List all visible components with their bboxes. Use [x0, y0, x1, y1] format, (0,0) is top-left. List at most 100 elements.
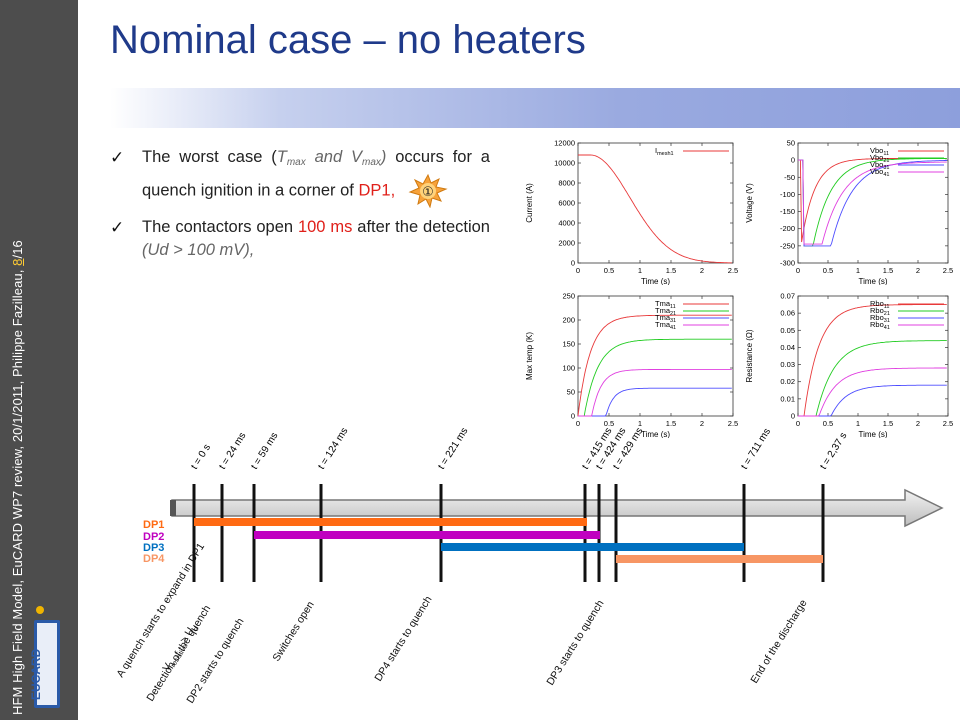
- bullet-list: ✓ The worst case (Tmax and Vmax) occurs …: [110, 146, 490, 270]
- series-line: [798, 304, 947, 417]
- event-switches: Switches open: [270, 599, 316, 663]
- y-tick-label: -200: [780, 224, 795, 233]
- y-tick-label: 50: [787, 139, 795, 148]
- plot-frame: [577, 142, 734, 264]
- y-tick-label: 0: [571, 259, 575, 268]
- sidebar: HFM High Field Model, EuCARD WP7 review,…: [0, 0, 78, 720]
- dp4-label: DP4: [143, 553, 165, 565]
- time-marker-label: t = 711 ms: [739, 427, 773, 472]
- x-tick-label: 1.5: [883, 266, 893, 275]
- y-tick-label: 2000: [558, 239, 575, 248]
- bullet-contactors: ✓ The contactors open 100 ms after the d…: [110, 216, 490, 262]
- x-tick-label: 1: [638, 419, 642, 428]
- y-tick-label: 50: [567, 388, 575, 397]
- page-number[interactable]: 8: [10, 258, 25, 266]
- bullet2-condition: (Ud > 100 mV),: [142, 241, 255, 259]
- x-tick-label: 1: [856, 266, 860, 275]
- time-marker-label: t = 0 s: [189, 442, 213, 471]
- bullet2-text: The contactors open: [142, 218, 298, 236]
- bullet2-ms: 100 ms: [297, 218, 353, 236]
- y-tick-label: 0.07: [780, 292, 795, 301]
- x-tick-label: 0: [576, 266, 580, 275]
- checkmark-icon: ✓: [110, 148, 125, 167]
- legend-label: Tma11: [655, 299, 676, 310]
- y-axis-label: Max temp (K): [525, 332, 534, 380]
- y-tick-label: -150: [780, 207, 795, 216]
- plot-current: 0 0.5 1 1.5 2 2.5 0 2000 4000 6000 8000 10000 12000 T…: [525, 139, 738, 286]
- dp-quench-bar: [616, 555, 823, 563]
- time-marker-label: t = 59 ms: [249, 431, 280, 472]
- series-line: [798, 340, 947, 417]
- y-tick-label: 12000: [554, 139, 575, 148]
- time-marker-label: t = 124 ms: [316, 426, 350, 472]
- x-axis-label: Time (s): [858, 277, 887, 285]
- page-total: /16: [10, 240, 25, 259]
- legend-label: Vbo41: [870, 167, 889, 178]
- legend-label: Rbo41: [870, 320, 890, 331]
- y-tick-label: 4000: [558, 219, 575, 228]
- x-tick-label: 0: [796, 266, 800, 275]
- plot-resistance: 0 0.5 1 1.5 2 2.5 0 0.01 0.02 0.03 0.04 0.05 0.06 0.0…: [745, 292, 953, 439]
- x-tick-label: 1.5: [666, 419, 676, 428]
- plot-voltage: 0 0.5 1 1.5 2 2.5 -300 -250 -200 -150 -100 -50 0 50 Ti…: [745, 139, 953, 286]
- bullet1-text-2: occurs for a quench ignition in a corner…: [142, 148, 490, 200]
- y-tick-label: 100: [562, 364, 575, 373]
- legend-label: Vbo11: [870, 146, 889, 157]
- x-tick-label: 2.5: [943, 266, 953, 275]
- x-tick-label: 2: [916, 266, 920, 275]
- x-tick-label: 2: [916, 419, 920, 428]
- y-tick-label: 0: [791, 156, 795, 165]
- dp-quench-bar: [441, 543, 744, 551]
- y-tick-label: -100: [780, 190, 795, 199]
- time-marker-label: t = 221 ms: [436, 426, 470, 472]
- x-tick-label: 0: [576, 419, 580, 428]
- y-tick-label: 0: [571, 412, 575, 421]
- series-line: [578, 154, 732, 264]
- dp2-label: DP2: [143, 531, 164, 543]
- time-marker-label: t = 2,37 s: [818, 431, 849, 472]
- bullet1-dp1: DP1,: [358, 181, 396, 200]
- x-tick-label: 2: [700, 419, 704, 428]
- x-tick-label: 1: [638, 266, 642, 275]
- series-line: [578, 387, 732, 417]
- bullet1-text: The worst case (: [142, 148, 277, 166]
- legend-label: Rbo21: [870, 306, 890, 317]
- y-axis-label: Voltage (V): [745, 183, 754, 223]
- x-tick-label: 0: [796, 419, 800, 428]
- series-line: [798, 384, 947, 417]
- series-line: [798, 159, 947, 247]
- legend-label: Rbo31: [870, 313, 890, 324]
- x-tick-label: 0.5: [604, 419, 614, 428]
- bullet-worst-case: ✓ The worst case (Tmax and Vmax) occurs …: [110, 146, 490, 208]
- y-tick-label: 0: [791, 412, 795, 421]
- y-axis-label: Current (A): [525, 183, 534, 223]
- series-line: [798, 367, 947, 417]
- legend-label: Tma41: [655, 320, 676, 331]
- x-axis-label: Time (s): [641, 277, 670, 285]
- x-tick-label: 0.5: [823, 419, 833, 428]
- y-tick-label: -250: [780, 241, 795, 250]
- y-tick-label: -50: [784, 173, 795, 182]
- x-tick-label: 1.5: [666, 266, 676, 275]
- legend-label: Vbo21: [870, 153, 889, 164]
- y-tick-label: 150: [562, 340, 575, 349]
- sun-number: ①: [422, 185, 434, 200]
- y-tick-label: 8000: [558, 179, 575, 188]
- dp-quench-bar: [194, 518, 587, 526]
- tmax-symbol: Tmax and Vmax: [276, 148, 381, 168]
- title-band: [110, 88, 960, 128]
- series-line: [578, 368, 732, 417]
- series-line: [578, 338, 732, 417]
- sun-icon: ①: [408, 174, 448, 208]
- bullet1-paren: ): [380, 148, 387, 166]
- y-tick-label: 10000: [554, 159, 575, 168]
- legend-label: Tma31: [655, 313, 676, 324]
- event-dp3: DP3 starts to quench: [544, 598, 606, 688]
- legend-label: Vbo31: [870, 160, 889, 171]
- eucard-logo: EUCARD: [30, 606, 60, 708]
- y-tick-label: -300: [780, 259, 795, 268]
- logo-text: EUCARD: [30, 648, 43, 700]
- time-marker-label: t = 24 ms: [217, 431, 248, 472]
- dp1-label: DP1: [143, 519, 164, 531]
